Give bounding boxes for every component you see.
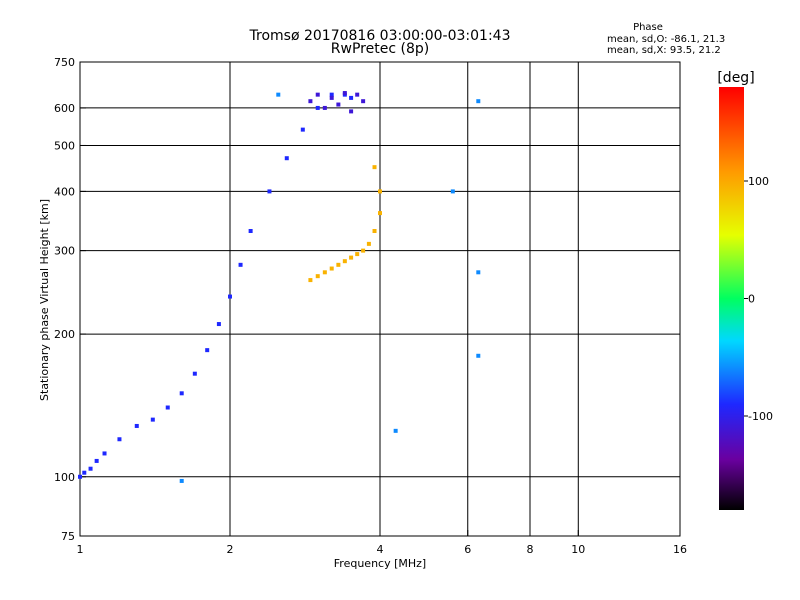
data-point [315,105,320,110]
y-axis-label: Stationary phase Virtual Height [km] [38,199,51,401]
data-point [336,262,341,267]
data-point [476,99,481,104]
data-point [393,428,398,433]
data-point [322,270,327,275]
chart-title: Tromsø 20170816 03:00:00-03:01:43 [249,28,511,44]
data-points [78,91,481,483]
data-point [102,451,107,456]
data-point [322,105,327,110]
y-tick-label: 75 [61,530,75,543]
x-tick-label: 16 [673,543,687,556]
data-point [342,259,347,264]
x-tick-label: 6 [464,543,471,556]
data-point [349,109,354,114]
data-point [88,466,93,471]
data-point [238,262,243,267]
data-point [267,189,272,194]
data-point [216,322,221,327]
data-point [94,458,99,463]
colorbar-ticks: -100 0 100 [744,175,773,423]
data-point [355,92,360,97]
axis-ticks: 1 2 4 6 8 10 16 75 100 200 300 400 500 600 750 [54,56,687,556]
x-tick-label: 8 [527,543,534,556]
data-point [248,229,253,234]
colorbar-label: [deg] [717,70,754,86]
colorbar [719,87,744,510]
data-point [300,127,305,132]
x-tick-label: 1 [77,543,84,556]
data-point [476,270,481,275]
y-tick-label: 300 [54,245,75,258]
data-point [349,95,354,100]
data-point [308,99,313,104]
x-tick-label: 10 [571,543,585,556]
grid-lines [80,62,680,536]
data-point [179,478,184,483]
data-point [476,353,481,358]
data-point [192,371,197,376]
x-axis-label: Frequency [MHz] [334,557,426,570]
data-point [315,92,320,97]
data-point [378,211,382,216]
data-point [228,294,232,299]
data-point [165,405,170,410]
data-point [361,248,366,253]
data-point [134,423,139,428]
data-point [329,92,334,97]
data-point [315,274,320,279]
x-tick-label: 2 [227,543,234,556]
data-point [342,91,347,96]
stats-line-x: mean, sd,X: 93.5, 21.2 [607,45,721,56]
data-point [78,474,82,479]
y-tick-label: 500 [54,139,75,152]
stats-line-o: mean, sd,O: -86.1, 21.3 [607,34,725,45]
data-point [450,189,455,194]
data-point [308,278,313,283]
data-point [378,189,382,194]
data-point [361,99,366,104]
data-point [117,437,122,442]
y-tick-label: 400 [54,185,75,198]
data-point [284,156,289,161]
data-point [336,102,341,107]
y-tick-label: 750 [54,56,75,69]
data-point [150,417,155,422]
data-point [349,255,354,260]
data-point [372,165,377,170]
colorbar-tick-label: 100 [748,175,769,188]
stats-heading: Phase [633,22,663,33]
x-tick-label: 4 [377,543,384,556]
data-point [179,391,184,396]
chart-subtitle: RwPretec (8p) [331,41,429,57]
data-point [329,266,334,271]
data-point [329,95,334,100]
data-point [366,241,371,246]
data-point [82,470,87,475]
data-point [205,348,210,353]
y-tick-label: 600 [54,102,75,115]
y-tick-label: 200 [54,328,75,341]
data-point [276,92,281,97]
y-tick-label: 100 [54,471,75,484]
colorbar-tick-label: -100 [748,410,773,423]
data-point [355,252,360,257]
data-point [372,229,377,234]
colorbar-tick-label: 0 [748,293,755,306]
